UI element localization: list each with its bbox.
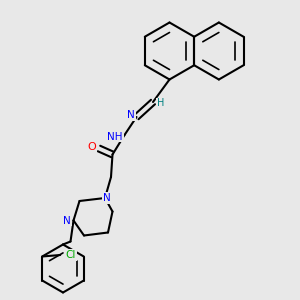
Text: N: N [63,215,71,226]
Text: O: O [88,142,97,152]
Text: N: N [127,110,135,121]
Text: Cl: Cl [66,250,76,260]
Text: N: N [103,193,110,203]
Text: NH: NH [107,131,123,142]
Text: H: H [157,98,164,109]
